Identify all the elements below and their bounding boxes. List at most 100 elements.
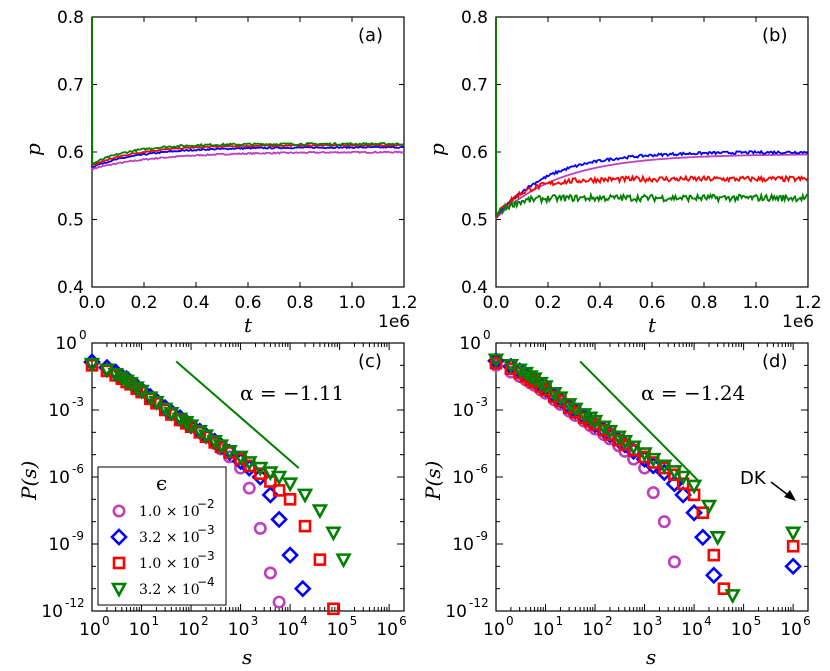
panel-c-ylabel: P(s): [17, 461, 41, 501]
panel-a-ylabel: p: [21, 143, 45, 156]
legend-title: ϵ: [156, 471, 167, 495]
x-tick-label: 0.6: [234, 293, 261, 313]
y-tick-label: 0.4: [57, 278, 84, 298]
dk-label: DK: [740, 468, 767, 489]
data-point: [311, 504, 329, 520]
y-tick-exponent: -12: [469, 596, 489, 610]
x-tick-exponent: 1: [556, 614, 564, 628]
panel-c-xlabel: s: [242, 645, 252, 669]
data-point: [709, 530, 726, 547]
legend-marker: [110, 582, 128, 598]
legend-marker: [112, 556, 126, 570]
data-point: [685, 479, 703, 495]
x-tick-label: 0.8: [286, 293, 313, 313]
data-point: [693, 528, 712, 547]
y-tick-label: 0.5: [461, 211, 488, 231]
y-tick-exponent: -6: [72, 462, 84, 476]
legend-entry-label: 1.0 × 10: [139, 504, 200, 520]
x-tick-label: 10: [681, 620, 703, 640]
data-point: [657, 515, 671, 529]
panel-d-xlabel: s: [646, 645, 656, 669]
x-tick-exponent: 4: [704, 614, 712, 628]
data-point: [696, 506, 710, 520]
x-tick-label: 0.0: [78, 293, 105, 313]
data-point: [281, 546, 299, 565]
x-tick-exponent: 1: [152, 614, 160, 628]
series-line-1.0e-2: [91, 16, 405, 171]
x-tick-exponent: 5: [350, 614, 358, 628]
data-point: [281, 477, 299, 493]
x-tick-label: 1.0: [338, 293, 365, 313]
x-tick-label: 10: [79, 620, 101, 640]
data-point: [646, 486, 660, 500]
x-tick-exponent: 3: [251, 614, 259, 628]
legend-entry: 3.2 × 10−3: [110, 523, 215, 546]
legend-entry-exponent: −3: [197, 523, 215, 537]
y-tick-exponent: 0: [79, 328, 87, 342]
y-tick-label: 10: [41, 602, 63, 622]
legend-marker: [110, 528, 128, 546]
panel-b-xlabel: t: [648, 313, 657, 337]
data-point: [272, 595, 286, 609]
x-tick-exponent: 5: [754, 614, 762, 628]
data-point: [221, 445, 238, 461]
series-line-1.0e-2: [495, 16, 809, 221]
x-tick-label: 10: [483, 620, 505, 640]
y-tick-label: 10: [452, 535, 474, 555]
y-tick-label: 10: [48, 401, 70, 421]
x-tick-exponent: 6: [803, 614, 811, 628]
data-point: [674, 470, 692, 486]
x-tick-exponent: 0: [102, 614, 110, 628]
data-point: [784, 557, 802, 576]
legend-marker: [112, 504, 126, 518]
legend-entry-label: 3.2 × 10: [139, 530, 200, 546]
y-tick-exponent: -3: [72, 395, 84, 409]
data-point: [700, 499, 718, 515]
panel-d-label: (d): [762, 351, 787, 372]
x-tick-label: 0.6: [638, 293, 665, 313]
power-law-guide-line: [579, 360, 699, 482]
panel-b-axes: 0.0 0.2 0.4 0.6 0.8 1.0 1.2 0.4 0.5 0.6 0.7 0.8: [461, 8, 822, 313]
x-tick-label: 0.2: [534, 293, 561, 313]
panel-a-xlabel: t: [244, 313, 253, 337]
data-point: [178, 415, 195, 431]
data-point: [128, 381, 145, 397]
data-point: [487, 353, 505, 369]
legend-entry: 1.0 × 10−2: [112, 497, 215, 520]
x-tick-exponent: 4: [300, 614, 308, 628]
x-tick-exponent: 0: [506, 614, 514, 628]
data-point: [707, 548, 721, 562]
legend-entry: 1.0 × 10−3: [112, 549, 215, 572]
panel-b-label: (b): [762, 25, 787, 46]
data-point: [717, 582, 731, 595]
x-tick-label: 10: [228, 620, 250, 640]
series-line-3.2e-4: [495, 16, 809, 217]
panel-d-ylabel: P(s): [421, 461, 445, 501]
data-point: [335, 553, 352, 569]
x-tick-label: 0.2: [130, 293, 157, 313]
data-point: [253, 521, 267, 535]
series-line-3.2e-4: [91, 16, 405, 166]
y-tick-label: 10: [55, 334, 77, 354]
x-tick-label: 10: [327, 620, 349, 640]
data-point: [270, 510, 288, 529]
panel-a-label: (a): [358, 25, 383, 46]
legend-entry-exponent: −4: [197, 575, 215, 589]
data-point: [676, 477, 690, 491]
data-point: [242, 481, 256, 495]
legend-entry: 3.2 × 10−4: [110, 575, 215, 598]
x-tick-label: 10: [582, 620, 604, 640]
series-line-3.2e-3: [91, 16, 405, 168]
x-tick-label: 1.2: [794, 293, 821, 313]
x-tick-label: 10: [731, 620, 753, 640]
series-line-1.0e-3: [91, 16, 405, 168]
y-tick-label: 0.7: [461, 76, 488, 96]
y-tick-label: 0.7: [57, 76, 84, 96]
series-3.2e-4: [487, 353, 802, 605]
y-tick-label: 0.8: [461, 8, 488, 28]
data-point: [313, 553, 327, 566]
x-tick-label: 10: [129, 620, 151, 640]
